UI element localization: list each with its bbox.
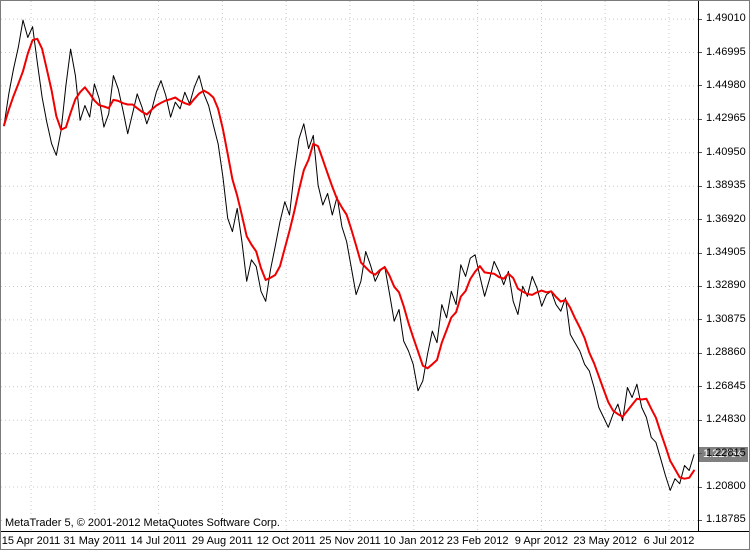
price-tick-mark bbox=[699, 519, 702, 521]
price-scale-axis[interactable]: 1.22754 1.49010 1.46995 1.44980 1.42965 1.40… bbox=[699, 1, 749, 531]
price-line bbox=[3, 19, 695, 491]
price-tick-label: 1.34905 bbox=[706, 246, 746, 259]
date-tick-label: 23 May 2012 bbox=[573, 535, 637, 547]
price-tick-label: 1.22815 bbox=[706, 446, 746, 459]
price-tick-label: 1.36920 bbox=[706, 212, 746, 225]
date-tick-label: 6 Jul 2012 bbox=[643, 535, 695, 547]
price-tick-mark bbox=[699, 85, 702, 87]
date-tick-label: 25 Nov 2011 bbox=[319, 535, 381, 547]
date-tick-label: 23 Feb 2012 bbox=[446, 535, 509, 547]
time-scale-axis[interactable]: 15 Apr 2011 31 May 2011 14 Jul 2011 29 Aug … bbox=[1, 531, 749, 549]
price-tick-label: 1.28860 bbox=[706, 346, 746, 359]
price-tick-mark bbox=[699, 319, 702, 321]
price-tick-mark bbox=[699, 252, 702, 254]
date-tick-label: 14 Jul 2011 bbox=[130, 535, 187, 547]
price-tick-mark bbox=[699, 453, 702, 455]
price-tick-label: 1.24830 bbox=[706, 413, 746, 426]
price-tick-mark bbox=[699, 419, 702, 421]
price-tick-label: 1.44980 bbox=[706, 78, 746, 91]
moving-average-line bbox=[3, 37, 695, 480]
price-tick-mark bbox=[699, 152, 702, 154]
price-tick-mark bbox=[699, 185, 702, 187]
price-chart[interactable]: MetaTrader 5, © 2001-2012 MetaQuotes Sof… bbox=[1, 1, 699, 531]
price-tick-mark bbox=[699, 486, 702, 488]
price-tick-mark bbox=[699, 352, 702, 354]
price-tick-mark bbox=[699, 386, 702, 388]
grid bbox=[1, 1, 698, 531]
date-tick-label: 9 Apr 2012 bbox=[514, 535, 568, 547]
price-tick-label: 1.46995 bbox=[706, 45, 746, 58]
date-tick-label: 10 Jan 2012 bbox=[383, 535, 445, 547]
price-tick-mark bbox=[699, 18, 702, 20]
price-tick-label: 1.32890 bbox=[706, 279, 746, 292]
price-tick-mark bbox=[699, 285, 702, 287]
price-tick-label: 1.30875 bbox=[706, 312, 746, 325]
date-tick-label: 31 May 2011 bbox=[63, 535, 127, 547]
price-tick-label: 1.40950 bbox=[706, 145, 746, 158]
price-tick-label: 1.18785 bbox=[706, 513, 746, 526]
price-tick-label: 1.42965 bbox=[706, 112, 746, 125]
date-tick-label: 29 Aug 2011 bbox=[191, 535, 253, 547]
price-tick-label: 1.26845 bbox=[706, 379, 746, 392]
copyright-text: MetaTrader 5, © 2001-2012 MetaQuotes Sof… bbox=[5, 517, 280, 529]
price-tick-label: 1.38935 bbox=[706, 179, 746, 192]
price-tick-mark bbox=[699, 219, 702, 221]
date-tick-label: 15 Apr 2011 bbox=[1, 535, 61, 547]
price-tick-label: 1.49010 bbox=[706, 12, 746, 25]
price-tick-mark bbox=[699, 52, 702, 53]
date-tick-label: 12 Oct 2011 bbox=[256, 535, 316, 547]
chart-canvas bbox=[1, 1, 698, 531]
price-tick-label: 1.20800 bbox=[706, 480, 746, 493]
current-price-badge: 1.22754 bbox=[699, 446, 748, 462]
price-tick-mark bbox=[699, 118, 702, 120]
